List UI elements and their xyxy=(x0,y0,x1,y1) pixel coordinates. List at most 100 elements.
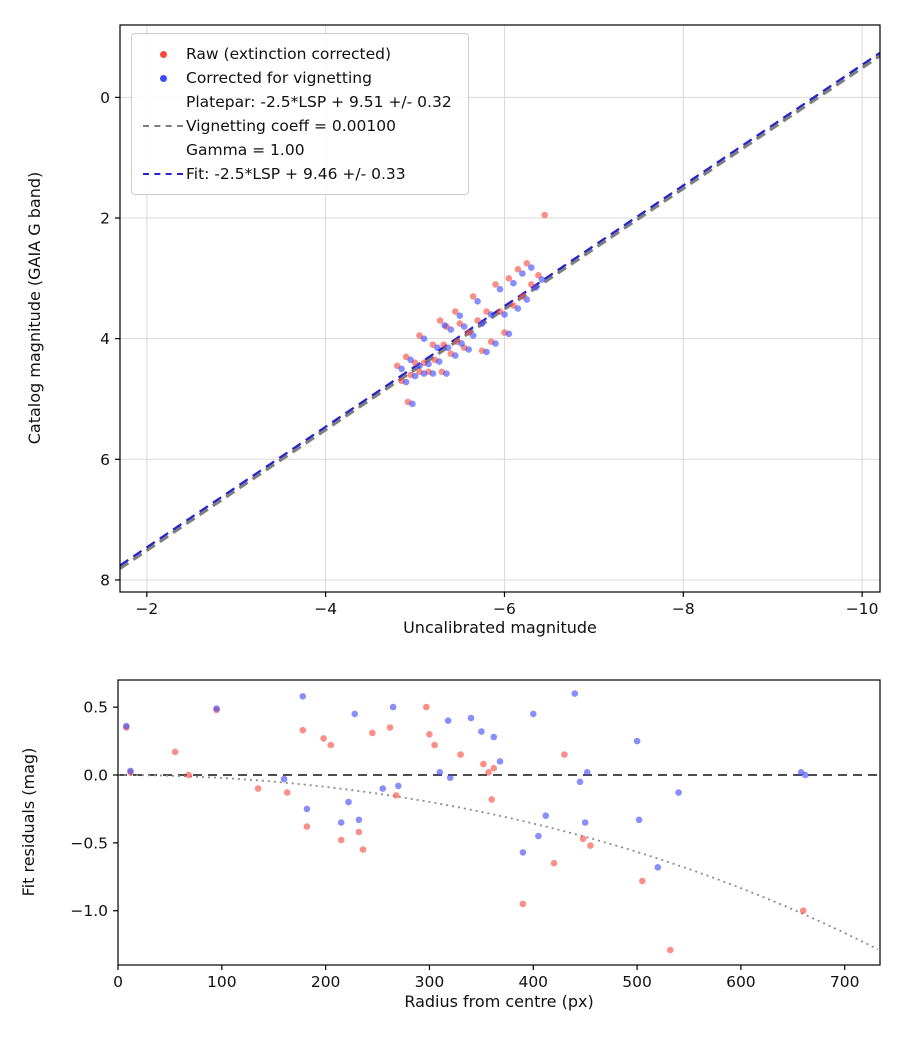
data-point xyxy=(561,751,568,758)
top-plot-series-1 xyxy=(398,264,546,408)
data-point xyxy=(452,352,459,359)
data-point xyxy=(490,733,498,741)
data-point xyxy=(480,760,487,768)
data-point xyxy=(355,816,363,824)
data-point xyxy=(483,348,490,356)
data-point xyxy=(530,710,537,718)
data-point xyxy=(351,710,359,718)
data-point xyxy=(799,907,807,914)
corrected-point-marker-icon xyxy=(159,74,167,82)
data-point xyxy=(478,320,486,327)
data-point xyxy=(492,281,499,288)
y-tick-label: −0.5 xyxy=(70,834,108,852)
legend-platepar-handle xyxy=(140,125,186,127)
legend-corrected-label: Corrected for vignetting xyxy=(186,69,372,87)
data-point xyxy=(435,358,443,365)
data-point xyxy=(429,370,437,377)
x-tick-label: 100 xyxy=(207,973,237,991)
data-point xyxy=(587,842,594,849)
data-point xyxy=(523,296,531,303)
legend: Raw (extinction corrected) Corrected for… xyxy=(131,33,469,195)
data-point xyxy=(465,346,473,353)
bottom-y-axis-label: Fit residuals (mag) xyxy=(19,747,38,897)
data-point xyxy=(654,864,662,871)
legend-platepar-label: Platepar: -2.5*LSP + 9.51 +/- 0.32 Vigne… xyxy=(186,90,452,162)
data-point xyxy=(337,836,345,844)
x-tick-label: 200 xyxy=(311,973,341,991)
top-x-axis-label: Uncalibrated magnitude xyxy=(403,618,597,637)
data-point xyxy=(469,332,477,339)
data-point xyxy=(581,819,589,826)
data-point xyxy=(369,729,376,737)
data-point xyxy=(185,771,192,779)
data-point xyxy=(514,305,522,312)
data-point xyxy=(501,311,508,318)
bottom-plot-ticks: 0 100 200 300 400 500 600 700 0.5 0.0 −0.5 −1.0 xyxy=(70,699,859,991)
bottom-plot: 0 100 200 300 400 500 600 700 0.5 0.0 −0.5 −1.0 xyxy=(70,679,881,991)
data-point xyxy=(280,775,288,783)
top-y-axis-label: Catalog magnitude (GAIA G band) xyxy=(25,171,44,445)
x-tick-label: −8 xyxy=(672,600,695,618)
x-tick-label: −2 xyxy=(135,600,158,618)
data-point xyxy=(538,276,546,283)
data-point xyxy=(443,370,450,377)
legend-row-raw: Raw (extinction corrected) xyxy=(140,42,452,66)
data-point xyxy=(528,264,535,271)
legend-platepar-line2: Vignetting coeff = 0.00100 xyxy=(186,117,396,135)
data-point xyxy=(123,722,130,730)
data-point xyxy=(519,900,527,908)
data-point xyxy=(411,372,419,380)
platepar-line xyxy=(119,54,881,570)
data-point xyxy=(487,311,495,318)
bottom-plot-axes-box xyxy=(117,679,881,966)
x-tick-label: −10 xyxy=(846,600,879,618)
data-point xyxy=(457,751,464,758)
data-point xyxy=(441,322,448,329)
data-point xyxy=(519,270,526,277)
data-point xyxy=(213,705,220,712)
data-point xyxy=(425,360,432,368)
data-point xyxy=(127,767,134,775)
data-point xyxy=(633,737,641,745)
data-point xyxy=(431,741,438,749)
data-point xyxy=(523,260,531,267)
bottom-plot-series-1 xyxy=(123,690,809,871)
data-point xyxy=(478,728,485,735)
top-plot-ticks: −2 −4 −6 −8 −10 0 2 4 6 8 xyxy=(100,89,878,618)
data-point xyxy=(359,846,367,853)
data-point xyxy=(299,693,307,700)
fit-line xyxy=(119,51,881,567)
data-point xyxy=(444,344,452,352)
data-point xyxy=(579,835,587,843)
raw-point-marker-icon xyxy=(159,50,167,58)
legend-row-fit: Fit: -2.5*LSP + 9.46 +/- 0.33 xyxy=(140,162,452,186)
data-point xyxy=(519,849,527,856)
data-point xyxy=(583,769,591,776)
data-point xyxy=(496,285,504,293)
legend-fit-label: Fit: -2.5*LSP + 9.46 +/- 0.33 xyxy=(186,165,406,183)
top-plot-axes-box xyxy=(119,24,881,593)
data-point xyxy=(458,340,465,347)
y-tick-label: 4 xyxy=(100,330,110,348)
y-tick-label: 0 xyxy=(100,89,110,107)
data-point xyxy=(436,769,444,776)
data-point xyxy=(532,284,540,291)
data-point xyxy=(571,690,579,697)
data-point xyxy=(492,340,499,347)
data-point xyxy=(423,703,430,711)
data-point xyxy=(345,798,352,806)
legend-platepar-line3: Gamma = 1.00 xyxy=(186,141,305,159)
legend-corrected-handle xyxy=(140,74,186,82)
x-tick-label: −4 xyxy=(314,600,337,618)
data-point xyxy=(490,764,498,772)
data-point xyxy=(416,362,423,370)
data-point xyxy=(303,823,311,830)
data-point xyxy=(485,769,492,776)
x-tick-label: 400 xyxy=(518,973,548,991)
data-point xyxy=(505,275,513,282)
data-point xyxy=(171,748,179,756)
y-tick-label: 8 xyxy=(100,571,110,589)
data-point xyxy=(452,308,459,315)
legend-fit-handle xyxy=(140,173,186,175)
data-point xyxy=(576,778,584,786)
